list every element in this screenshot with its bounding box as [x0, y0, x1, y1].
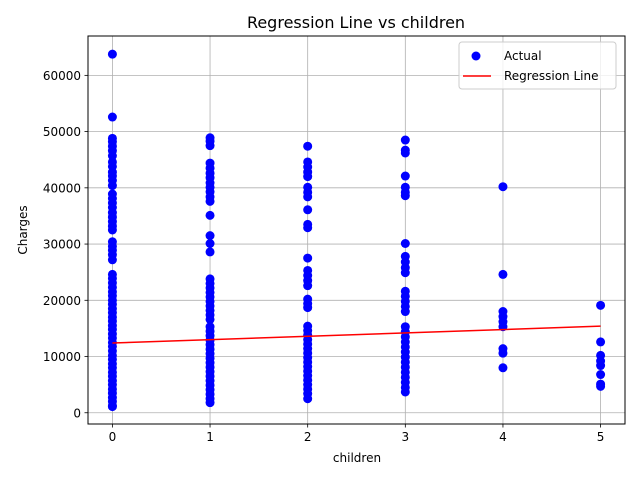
data-point — [303, 192, 313, 202]
legend-marker-actual — [471, 51, 481, 61]
y-axis-label: Charges — [16, 205, 30, 254]
regression-line — [112, 325, 601, 344]
data-point — [498, 348, 508, 358]
data-point — [107, 225, 117, 235]
data-point — [400, 171, 410, 181]
legend-label-regression: Regression Line — [504, 69, 598, 83]
x-tick-label: 4 — [499, 430, 507, 444]
y-tick-label: 20000 — [43, 294, 81, 308]
data-point — [400, 135, 410, 145]
data-point — [303, 223, 313, 233]
x-tick-label: 2 — [304, 430, 312, 444]
x-tick-label: 3 — [401, 430, 409, 444]
x-tick-label: 5 — [597, 430, 605, 444]
data-point — [303, 253, 313, 263]
data-point — [205, 231, 215, 241]
data-point — [205, 141, 215, 151]
y-axis-ticks: 0 10000 20000 30000 40000 50000 60000 — [43, 69, 88, 420]
data-point — [498, 182, 508, 192]
y-tick-label: 30000 — [43, 238, 81, 252]
data-point — [498, 363, 508, 373]
data-point — [205, 238, 215, 248]
data-point — [400, 307, 410, 317]
data-point — [205, 196, 215, 206]
legend: Actual Regression Line — [458, 41, 617, 90]
data-point — [400, 238, 410, 248]
x-axis-ticks: 0 1 2 3 4 5 — [109, 424, 605, 444]
data-point — [205, 210, 215, 220]
y-tick-label: 40000 — [43, 181, 81, 195]
data-point — [303, 141, 313, 151]
data-point — [107, 112, 117, 122]
data-point — [107, 49, 117, 59]
x-tick-label: 0 — [109, 430, 117, 444]
data-point — [107, 151, 117, 161]
data-point — [303, 205, 313, 215]
data-point — [107, 255, 117, 265]
legend-box — [458, 41, 617, 90]
x-tick-label: 1 — [206, 430, 214, 444]
data-point — [596, 300, 606, 310]
data-point — [400, 148, 410, 158]
regression-line-layer — [112, 325, 601, 344]
y-tick-label: 10000 — [43, 350, 81, 364]
data-point — [303, 394, 313, 404]
data-point — [400, 268, 410, 278]
chart-title: Regression Line vs children — [247, 13, 465, 32]
data-point — [107, 402, 117, 412]
data-point — [205, 314, 215, 324]
data-point — [400, 387, 410, 397]
y-tick-label: 60000 — [43, 69, 81, 83]
data-point — [303, 172, 313, 182]
y-tick-label: 50000 — [43, 125, 81, 139]
plot-frame — [87, 35, 626, 425]
data-point — [498, 269, 508, 279]
data-point — [596, 337, 606, 347]
data-point — [205, 398, 215, 408]
data-point — [400, 191, 410, 201]
data-point — [303, 303, 313, 313]
data-point — [303, 281, 313, 291]
legend-label-actual: Actual — [504, 49, 542, 63]
data-point — [107, 181, 117, 191]
x-axis-label: children — [333, 451, 381, 465]
data-point — [596, 381, 606, 391]
y-tick-label: 0 — [73, 406, 81, 420]
data-point — [596, 361, 606, 371]
data-point — [596, 370, 606, 380]
data-point — [205, 247, 215, 257]
